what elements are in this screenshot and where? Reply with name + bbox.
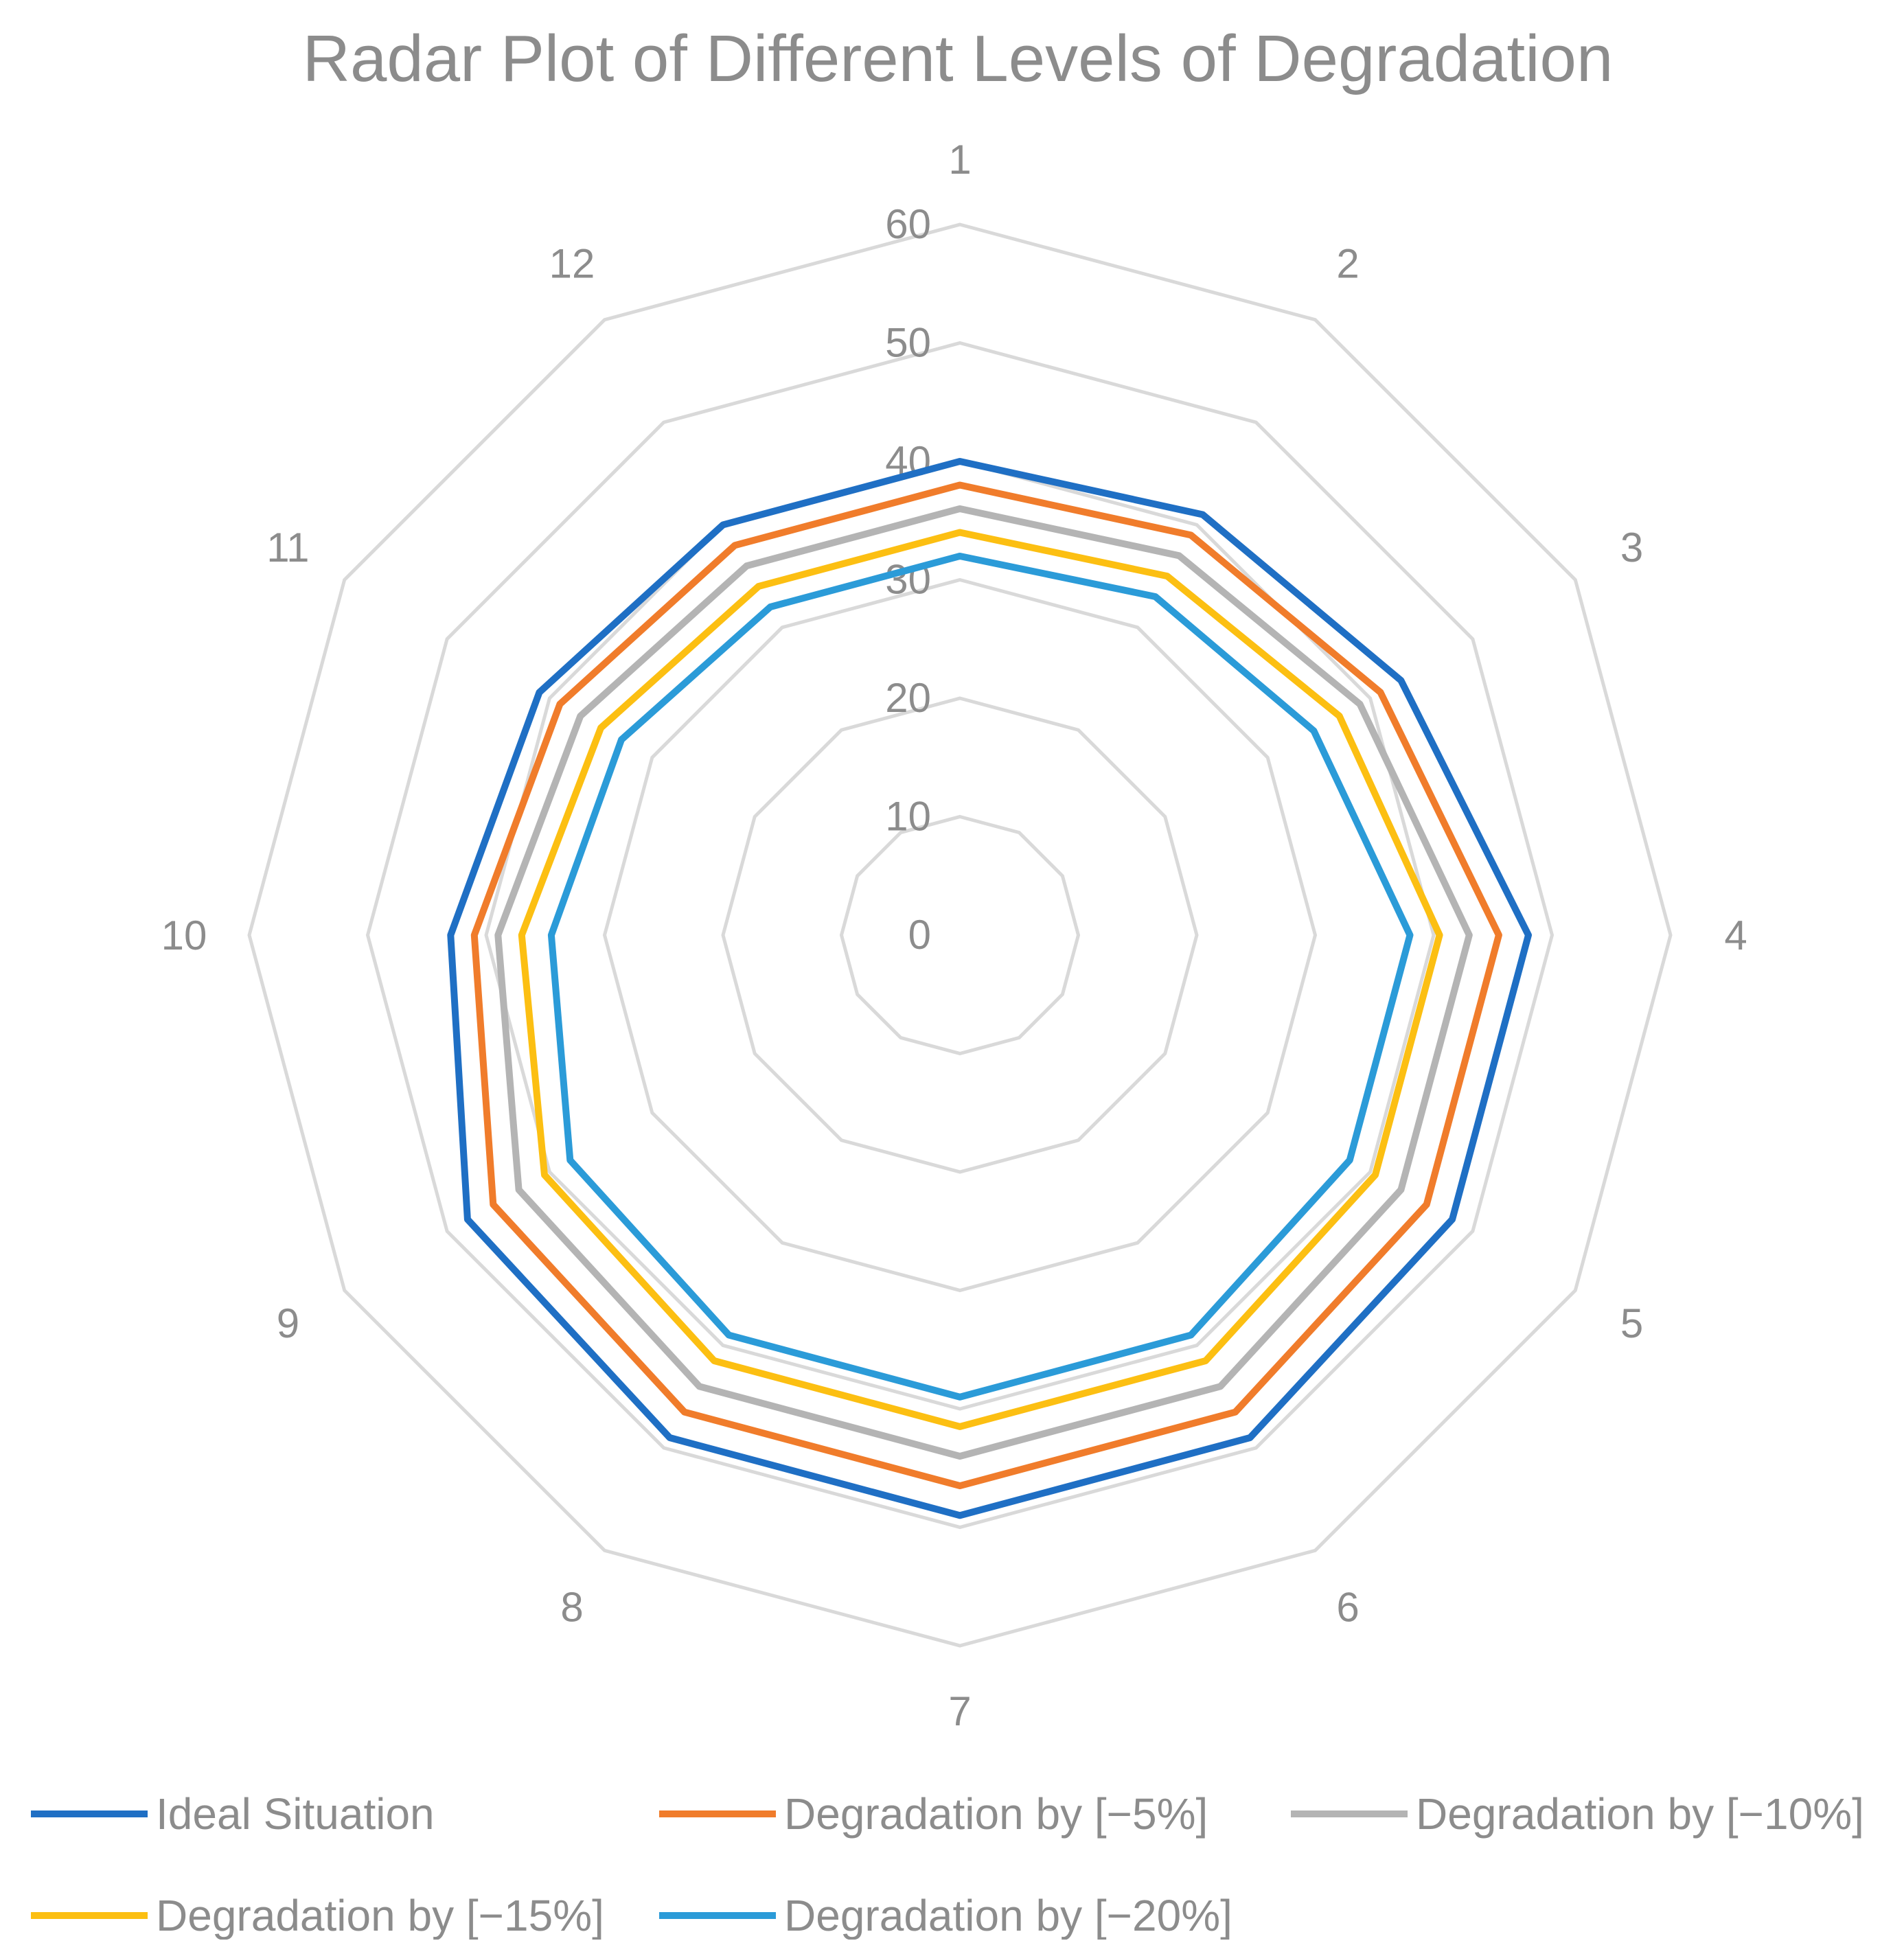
legend-label: Degradation by [−20%] (784, 1891, 1232, 1940)
axis-label-3: 3 (1620, 525, 1643, 571)
grid-ring (484, 459, 1436, 1411)
axis-label-11: 11 (266, 525, 309, 571)
axis-label-9: 9 (277, 1300, 299, 1346)
tick-label: 20 (885, 675, 931, 721)
legend-label: Degradation by [−10%] (1416, 1789, 1864, 1839)
tick-label: 60 (885, 201, 931, 247)
axis-label-5: 5 (1620, 1300, 1643, 1346)
series-line-2 (470, 481, 1502, 1490)
axis-label-10: 10 (161, 912, 207, 958)
grid-ring (365, 341, 1555, 1530)
legend-label: Ideal Situation (156, 1789, 435, 1839)
axis-label-7: 7 (948, 1688, 971, 1734)
radar-grid (247, 222, 1673, 1648)
grid-ring (839, 814, 1081, 1056)
tick-label: 10 (885, 794, 931, 840)
legend-item-5: Degradation by [−20%] (659, 1891, 1232, 1940)
axis-label-1: 1 (948, 137, 971, 183)
legend-item-2: Degradation by [−5%] (659, 1789, 1208, 1839)
series-line-3 (494, 505, 1473, 1460)
series-lines (447, 458, 1532, 1519)
grid-ring (602, 577, 1318, 1293)
tick-label: 0 (908, 912, 931, 958)
series-line-4 (518, 529, 1443, 1430)
axis-label-4: 4 (1724, 912, 1747, 958)
axis-label-6: 6 (1336, 1585, 1359, 1631)
chart-title: Radar Plot of Different Levels of Degrad… (303, 22, 1614, 95)
legend-item-4: Degradation by [−15%] (31, 1891, 604, 1940)
legend-item-1: Ideal Situation (31, 1789, 435, 1839)
legend-label: Degradation by [−5%] (784, 1789, 1208, 1839)
axis-label-12: 12 (549, 240, 595, 286)
grid-ring (721, 696, 1199, 1174)
chart-legend: Ideal Situation Degradation by [−5%] Degra… (31, 1789, 1864, 1940)
legend-item-3: Degradation by [−10%] (1291, 1789, 1864, 1839)
grid-ring (247, 222, 1673, 1648)
series-line-5 (547, 553, 1414, 1401)
series-line-1 (447, 458, 1532, 1519)
axis-label-2: 2 (1336, 240, 1359, 286)
legend-label: Degradation by [−15%] (156, 1891, 604, 1940)
tick-label: 50 (885, 320, 931, 366)
axis-label-8: 8 (560, 1585, 583, 1631)
